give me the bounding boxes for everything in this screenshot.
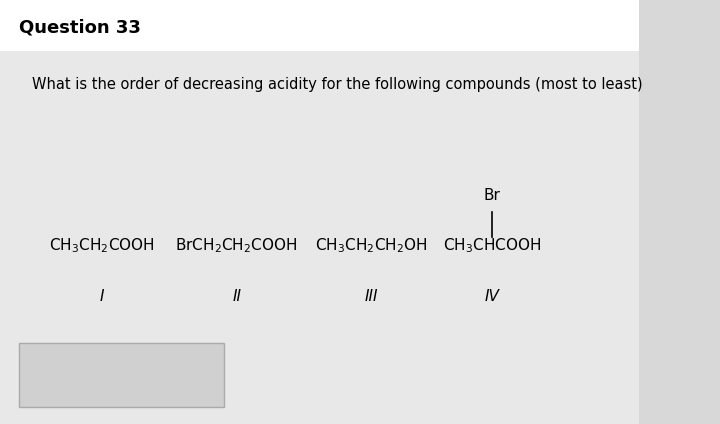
FancyBboxPatch shape [0, 51, 639, 424]
Text: BrCH$_2$CH$_2$COOH: BrCH$_2$CH$_2$COOH [176, 237, 298, 255]
Text: II: II [232, 289, 241, 304]
Text: CH$_3$CH$_2$CH$_2$OH: CH$_3$CH$_2$CH$_2$OH [315, 237, 427, 255]
Text: Question 33: Question 33 [19, 19, 141, 36]
Text: IV: IV [485, 289, 500, 304]
Text: Br: Br [484, 187, 501, 203]
Text: I: I [100, 289, 104, 304]
Text: III: III [364, 289, 378, 304]
Text: CH$_3$CHCOOH: CH$_3$CHCOOH [444, 237, 541, 255]
Text: CH$_3$CH$_2$COOH: CH$_3$CH$_2$COOH [50, 237, 155, 255]
FancyBboxPatch shape [19, 343, 224, 407]
FancyBboxPatch shape [0, 0, 639, 51]
Text: What is the order of decreasing acidity for the following compounds (most to lea: What is the order of decreasing acidity … [32, 77, 642, 92]
